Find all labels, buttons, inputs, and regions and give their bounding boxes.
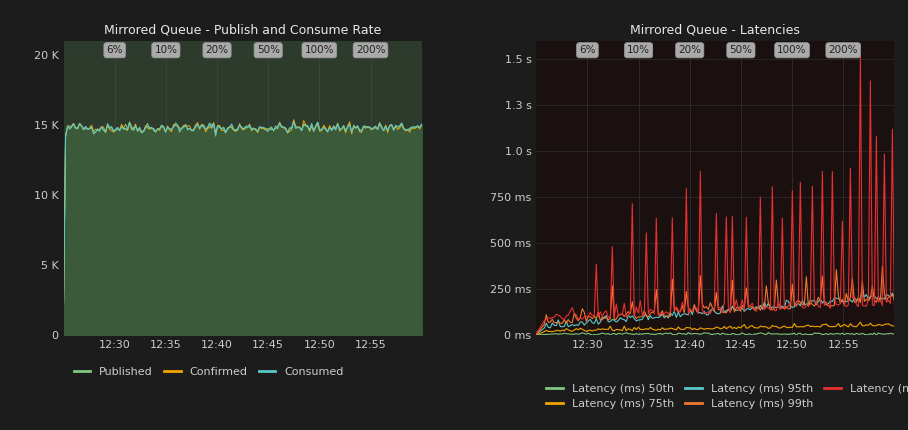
Latency (ms) 50th	[853, 332, 864, 337]
Confirmed	[288, 117, 299, 122]
Latency (ms) 95th	[537, 327, 548, 332]
Latency (ms) 50th	[531, 332, 542, 338]
Title: Mirrored Queue - Publish and Consume Rate: Mirrored Queue - Publish and Consume Rat…	[104, 24, 381, 37]
Latency (ms) 95th	[573, 323, 584, 328]
Latency (ms) 95th	[605, 319, 616, 324]
Latency (ms) 75th	[855, 319, 866, 325]
Confirmed	[58, 302, 69, 307]
Latency (ms) 75th	[605, 324, 616, 329]
Consumed	[100, 129, 111, 134]
Latency (ms) 99.9th	[537, 321, 548, 326]
Latency (ms) 99.9th	[849, 294, 860, 299]
Latency (ms) 99.9th	[531, 331, 542, 336]
Latency (ms) 95th	[879, 297, 890, 302]
Latency (ms) 75th	[573, 327, 584, 332]
Text: 20%: 20%	[678, 45, 701, 55]
Line: Latency (ms) 99.9th: Latency (ms) 99.9th	[537, 56, 894, 334]
Latency (ms) 99th	[605, 316, 616, 321]
Confirmed	[100, 130, 111, 135]
Latency (ms) 75th	[666, 326, 677, 331]
Latency (ms) 50th	[889, 331, 900, 336]
Text: 100%: 100%	[777, 45, 807, 55]
Consumed	[58, 302, 69, 307]
Latency (ms) 99th	[666, 276, 677, 282]
Latency (ms) 75th	[531, 332, 542, 338]
Legend: Published, Confirmed, Consumed: Published, Confirmed, Consumed	[69, 362, 348, 381]
Published	[64, 126, 75, 132]
Text: 100%: 100%	[304, 45, 334, 55]
Published	[133, 127, 143, 132]
Consumed	[379, 128, 390, 133]
Latency (ms) 50th	[573, 332, 584, 337]
Latency (ms) 50th	[763, 330, 774, 335]
Line: Latency (ms) 50th: Latency (ms) 50th	[537, 332, 894, 335]
Text: 200%: 200%	[828, 45, 858, 55]
Published	[416, 122, 427, 127]
Latency (ms) 50th	[791, 333, 802, 338]
Consumed	[406, 126, 417, 131]
Published	[100, 130, 111, 135]
Latency (ms) 99.9th	[889, 303, 900, 308]
Line: Latency (ms) 75th: Latency (ms) 75th	[537, 322, 894, 335]
Consumed	[133, 128, 143, 133]
Confirmed	[133, 129, 143, 134]
Line: Published: Published	[64, 121, 421, 304]
Text: 6%: 6%	[579, 45, 596, 55]
Text: 200%: 200%	[356, 45, 385, 55]
Published	[379, 128, 390, 133]
Text: 10%: 10%	[154, 45, 177, 55]
Line: Confirmed: Confirmed	[64, 120, 421, 304]
Latency (ms) 50th	[537, 332, 548, 337]
Consumed	[64, 126, 75, 131]
Latency (ms) 50th	[666, 332, 677, 337]
Published	[288, 118, 299, 123]
Latency (ms) 75th	[889, 323, 900, 329]
Latency (ms) 99.9th	[573, 316, 584, 322]
Published	[58, 302, 69, 307]
Latency (ms) 99th	[879, 291, 890, 296]
Confirmed	[406, 126, 417, 131]
Text: 10%: 10%	[627, 45, 650, 55]
Latency (ms) 99th	[537, 324, 548, 329]
Latency (ms) 99.9th	[879, 152, 890, 157]
Confirmed	[416, 122, 427, 127]
Text: 6%: 6%	[106, 45, 123, 55]
Text: 50%: 50%	[257, 45, 280, 55]
Latency (ms) 99.9th	[666, 215, 677, 220]
Latency (ms) 75th	[849, 324, 860, 329]
Latency (ms) 99th	[573, 318, 584, 323]
Confirmed	[379, 128, 390, 133]
Published	[406, 124, 417, 129]
Text: 20%: 20%	[205, 45, 229, 55]
Latency (ms) 99.9th	[605, 314, 616, 319]
Latency (ms) 95th	[531, 332, 542, 337]
Published	[194, 126, 205, 131]
Latency (ms) 99th	[889, 298, 900, 303]
Latency (ms) 50th	[605, 332, 616, 338]
Line: Consumed: Consumed	[64, 122, 421, 304]
Latency (ms) 75th	[537, 330, 548, 335]
Latency (ms) 50th	[881, 331, 892, 336]
Latency (ms) 99th	[849, 300, 860, 305]
Latency (ms) 99.9th	[855, 54, 866, 59]
Latency (ms) 95th	[889, 295, 900, 300]
Consumed	[416, 122, 427, 127]
Title: Mirrored Queue - Latencies: Mirrored Queue - Latencies	[630, 24, 800, 37]
Consumed	[194, 126, 205, 131]
Latency (ms) 99th	[877, 264, 888, 269]
Text: 50%: 50%	[729, 45, 753, 55]
Latency (ms) 75th	[879, 322, 890, 327]
Latency (ms) 95th	[666, 313, 677, 318]
Consumed	[288, 119, 299, 124]
Latency (ms) 95th	[857, 288, 868, 293]
Latency (ms) 99th	[531, 332, 542, 337]
Confirmed	[194, 127, 205, 132]
Legend: Latency (ms) 50th, Latency (ms) 75th, Latency (ms) 95th, Latency (ms) 99th, Late: Latency (ms) 50th, Latency (ms) 75th, La…	[542, 379, 908, 414]
Line: Latency (ms) 99th: Latency (ms) 99th	[537, 266, 894, 335]
Confirmed	[64, 123, 75, 129]
Line: Latency (ms) 95th: Latency (ms) 95th	[537, 291, 894, 335]
Latency (ms) 95th	[849, 295, 860, 300]
